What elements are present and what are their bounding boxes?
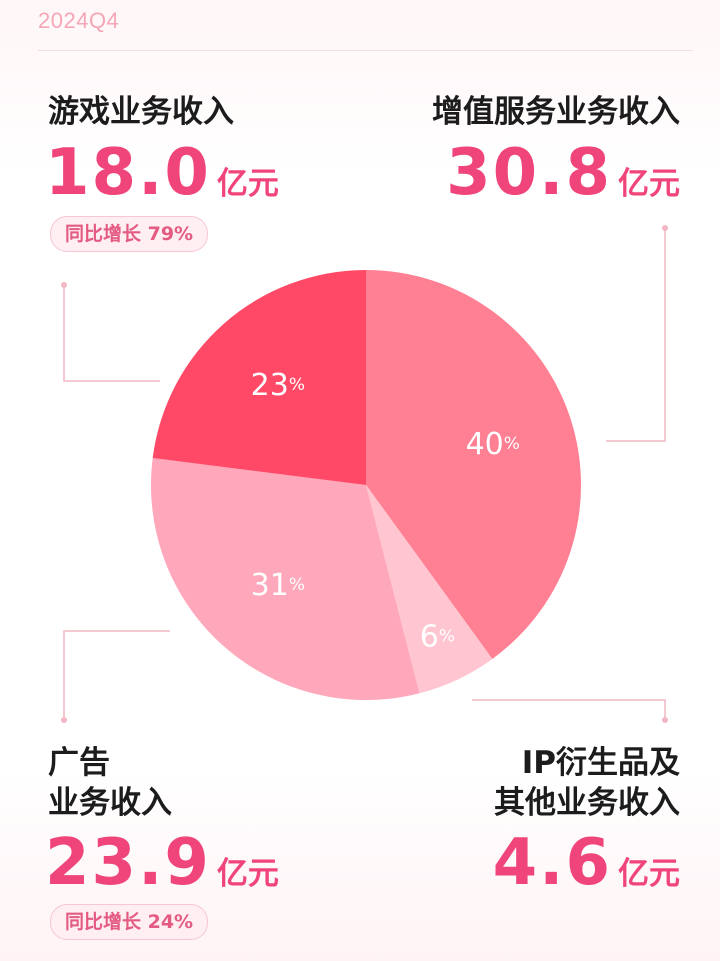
pie-label-ip: 6%: [420, 619, 455, 654]
vas-amount-value: 30.8: [446, 136, 612, 210]
connector-ads-dot: [61, 717, 67, 723]
vas-amount: 30.8 亿元: [446, 136, 680, 210]
ip-amount-unit: 亿元: [618, 856, 680, 892]
pie-slice-ads: [151, 458, 420, 700]
connector-ip: [472, 699, 666, 720]
pie-label-vas: 40%: [466, 426, 520, 461]
vas-amount-unit: 亿元: [618, 166, 680, 202]
vas-title: 增值服务业务收入: [432, 94, 680, 130]
ads-title-line2: 业务收入: [48, 785, 172, 821]
connector-vas: [606, 228, 666, 442]
header-divider: [38, 50, 693, 51]
ip-title-line1: IP衍生品及: [521, 745, 680, 781]
pie-label-ads: 31%: [251, 567, 305, 602]
ip-amount-value: 4.6: [492, 826, 612, 900]
pie-slice-games: [152, 270, 366, 485]
pie-label-games: 23%: [251, 368, 305, 403]
connector-vas-dot: [662, 225, 668, 231]
pie-slices: [151, 270, 582, 700]
ads-title-line1: 广告: [48, 745, 110, 781]
ip-amount: 4.6 亿元: [493, 826, 680, 900]
ip-title-line2: 其他业务收入: [494, 785, 680, 821]
connector-ip-dot: [662, 717, 668, 723]
pie-labels: 40% 6% 31% 23%: [251, 368, 520, 655]
games-amount: 18.0 亿元: [45, 136, 279, 210]
connector-games-dot: [61, 282, 67, 288]
connector-games: [63, 285, 160, 382]
games-amount-value: 18.0: [45, 136, 211, 210]
ads-growth-badge: 同比增长 24%: [50, 904, 209, 940]
ads-amount: 23.9 亿元: [45, 826, 279, 900]
callout-connectors: [61, 225, 668, 723]
pie-slice-vas: [366, 270, 582, 659]
ads-amount-unit: 亿元: [216, 856, 279, 892]
pie-slice-ip: [366, 485, 493, 694]
games-amount-unit: 亿元: [216, 166, 279, 202]
games-title: 游戏业务收入: [48, 94, 234, 130]
games-growth-badge: 同比增长 79%: [50, 216, 209, 252]
ads-amount-value: 23.9: [45, 826, 211, 900]
connector-ads: [63, 630, 170, 720]
period-label: 2024Q4: [38, 8, 120, 33]
